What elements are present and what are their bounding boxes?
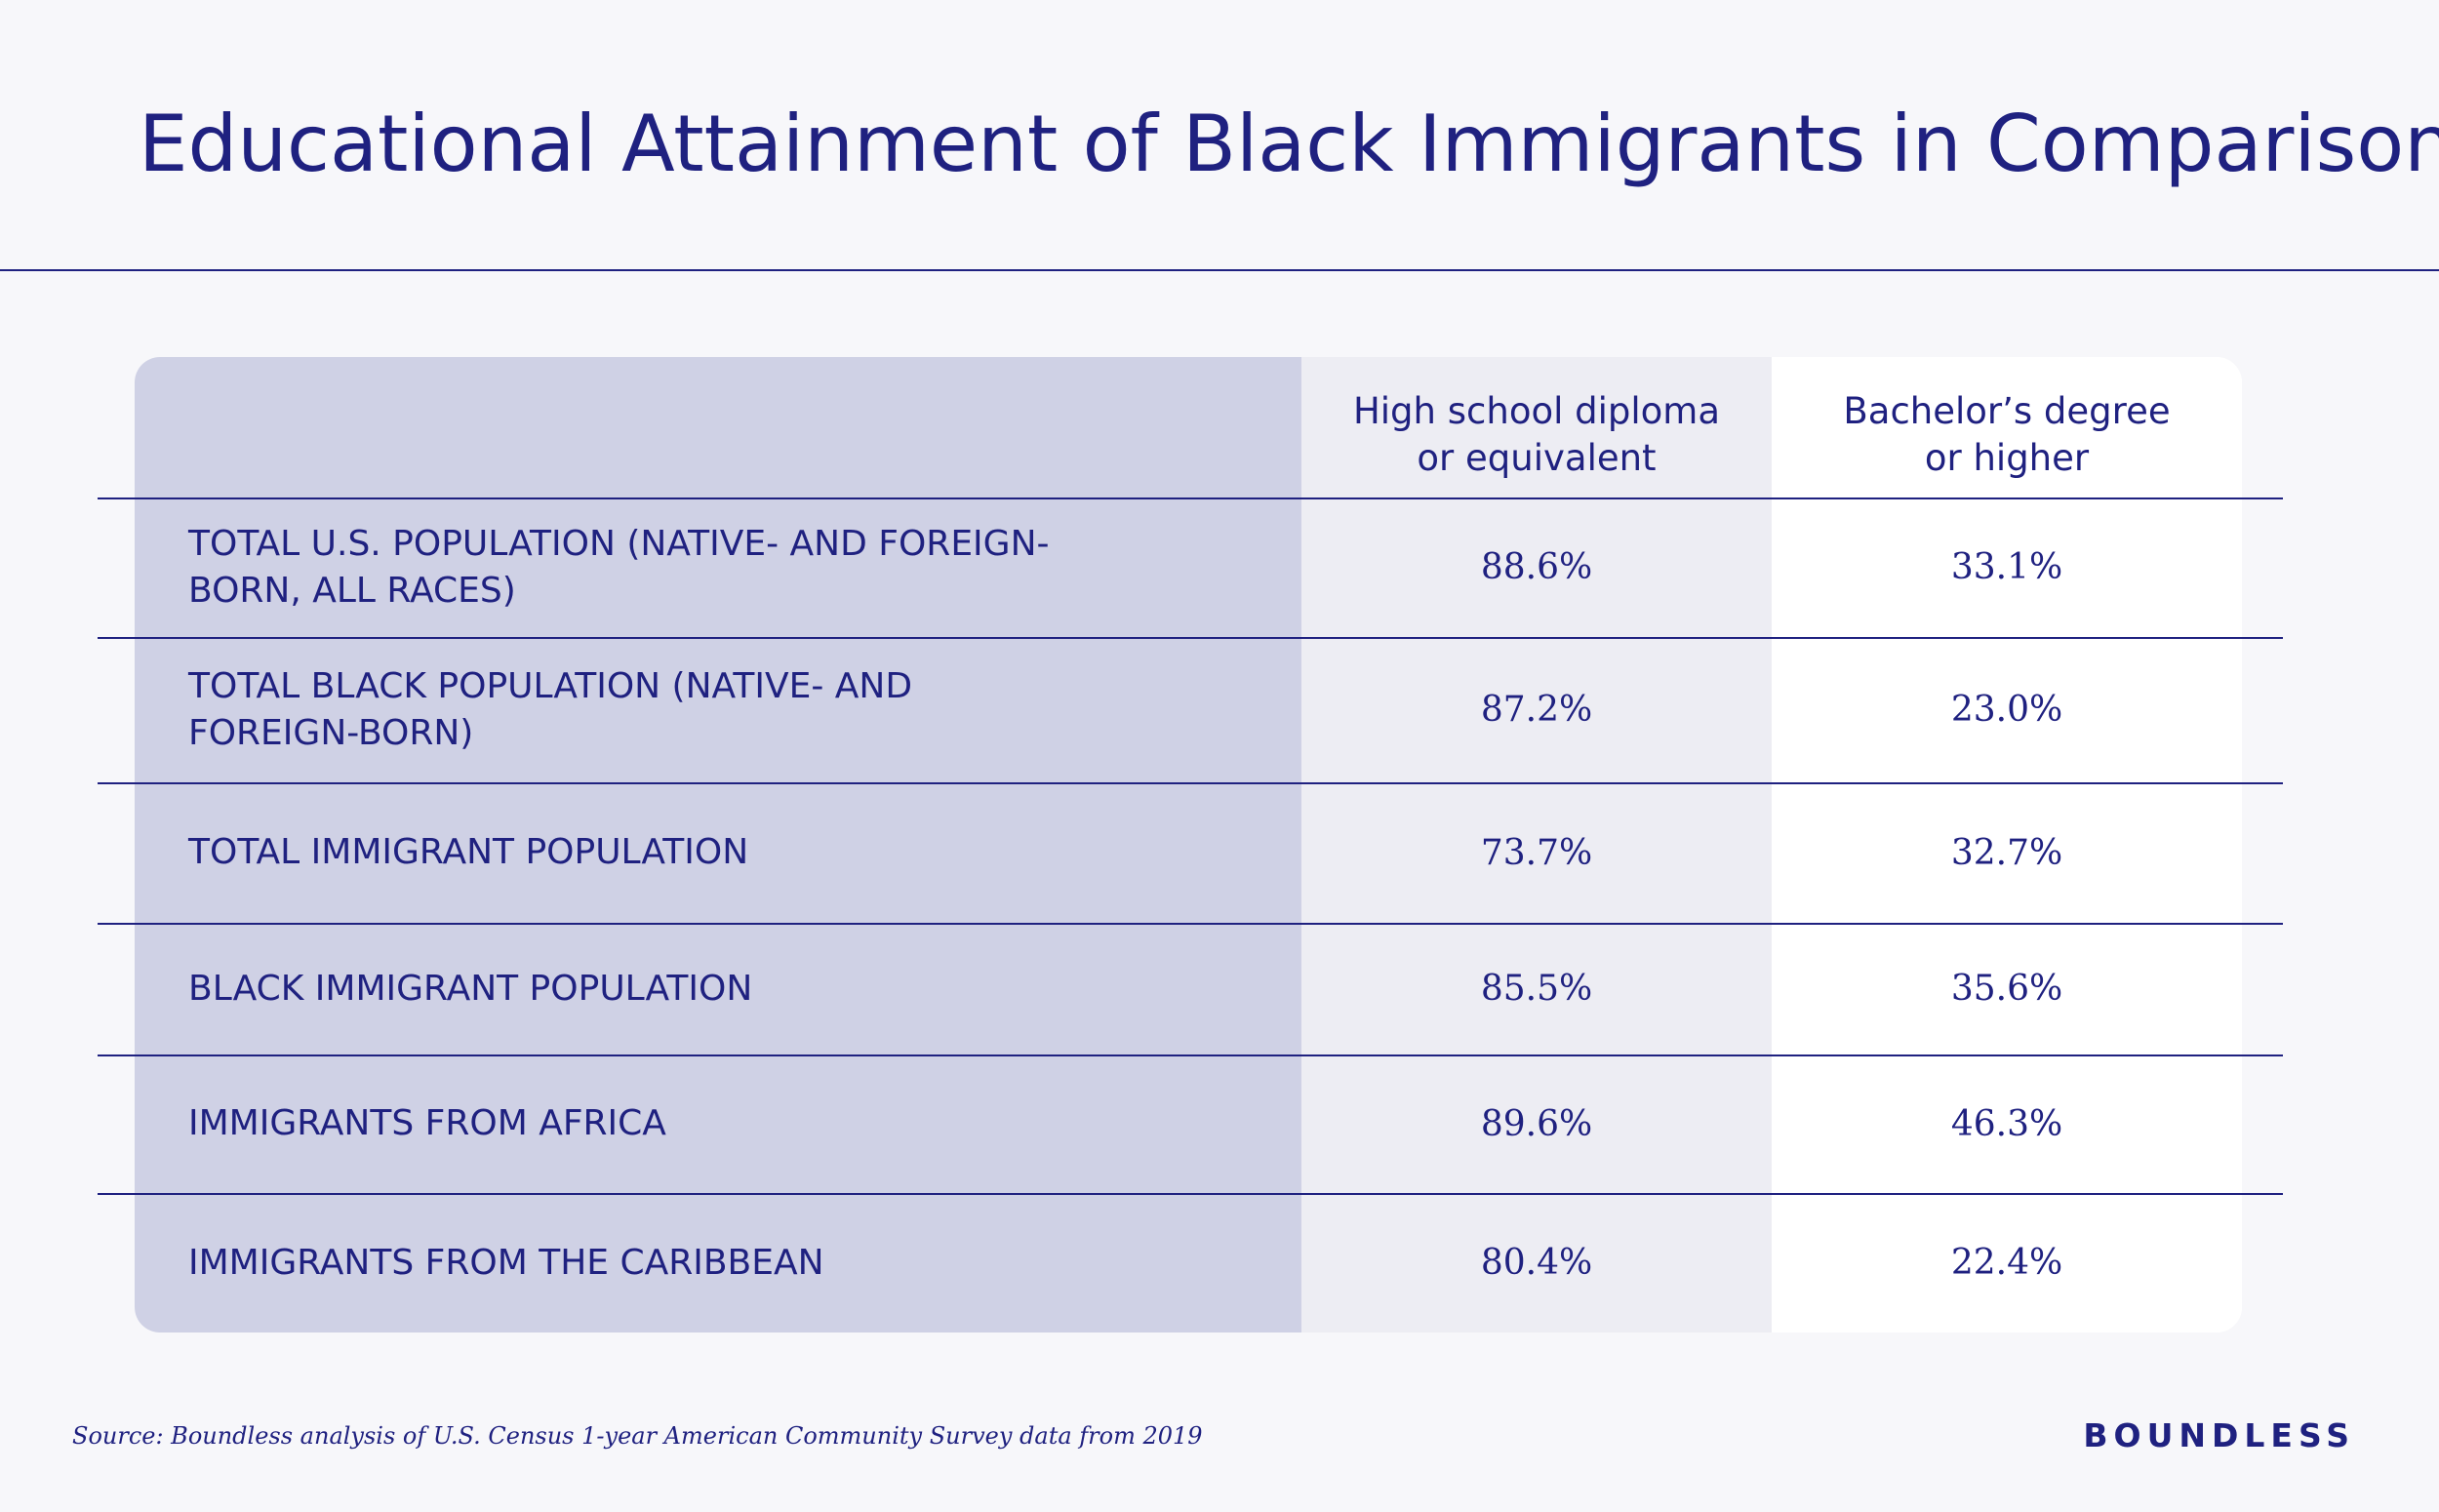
bachelor-column-background bbox=[1772, 357, 2242, 1333]
high-school-value: 89.6% bbox=[1480, 1103, 1593, 1144]
row-label: TOTAL BLACK POPULATION (NATIVE- AND FORE… bbox=[188, 665, 913, 753]
row-label: IMMIGRANTS FROM AFRICA bbox=[188, 1103, 666, 1143]
row-label: BLACK IMMIGRANT POPULATION bbox=[188, 968, 753, 1009]
page-title: Educational Attainment of Black Immigran… bbox=[139, 99, 2439, 189]
column-header-high-school: High school diploma or equivalent bbox=[1301, 381, 1772, 489]
column-header-high-school-label: High school diploma or equivalent bbox=[1352, 390, 1721, 479]
bachelor-value: 35.6% bbox=[1950, 969, 2063, 1009]
bachelor-value: 22.4% bbox=[1950, 1243, 2063, 1283]
row-divider bbox=[98, 497, 2283, 499]
row-divider bbox=[98, 637, 2283, 639]
title-divider bbox=[0, 269, 2439, 271]
source-note: Source: Boundless analysis of U.S. Censu… bbox=[72, 1422, 1203, 1450]
high-school-value: 73.7% bbox=[1480, 832, 1593, 873]
label-column-background bbox=[135, 357, 1301, 1333]
bachelor-value: 33.1% bbox=[1950, 547, 2063, 587]
bachelor-value: 46.3% bbox=[1950, 1103, 2063, 1144]
boundless-logo: BOUNDLESS bbox=[2083, 1416, 2355, 1454]
row-divider bbox=[98, 1054, 2283, 1056]
high-school-value: 87.2% bbox=[1480, 690, 1593, 730]
bachelor-value: 23.0% bbox=[1950, 690, 2063, 730]
row-label: TOTAL IMMIGRANT POPULATION bbox=[188, 832, 749, 872]
high-school-value: 85.5% bbox=[1480, 969, 1593, 1009]
high-school-column-background bbox=[1301, 357, 1772, 1333]
row-divider bbox=[98, 1193, 2283, 1195]
column-header-bachelor-label: Bachelor’s degree or higher bbox=[1843, 390, 2171, 479]
bachelor-value: 32.7% bbox=[1950, 832, 2063, 873]
attainment-table bbox=[135, 357, 2242, 1333]
row-divider bbox=[98, 782, 2283, 784]
row-label: IMMIGRANTS FROM THE CARIBBEAN bbox=[188, 1242, 824, 1283]
high-school-value: 80.4% bbox=[1480, 1243, 1593, 1283]
row-divider bbox=[98, 923, 2283, 925]
row-label: TOTAL U.S. POPULATION (NATIVE- AND FOREI… bbox=[188, 523, 1050, 611]
column-header-bachelor: Bachelor’s degree or higher bbox=[1772, 381, 2242, 489]
high-school-value: 88.6% bbox=[1480, 547, 1593, 587]
